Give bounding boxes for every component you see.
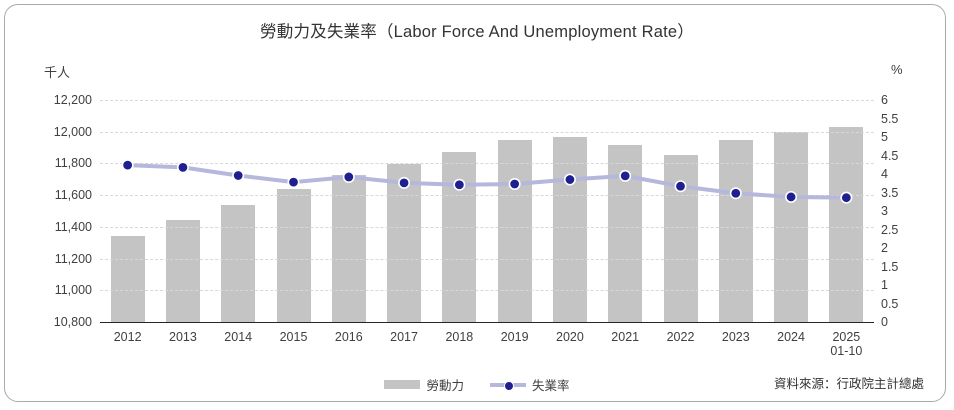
right-axis-unit-label: %	[891, 62, 903, 77]
line-marker-2016	[342, 170, 355, 183]
x-axis-label-2012: 2012	[113, 330, 142, 344]
legend-label-unemployment-rate: 失業率	[532, 379, 570, 393]
bar-2023	[718, 140, 753, 322]
legend-label-labor-force: 勞動力	[426, 379, 464, 393]
legend-item-unemployment-rate: 失業率	[490, 375, 570, 394]
bar-2014	[221, 205, 256, 322]
x-axis-label-2024: 2024	[777, 330, 805, 344]
x-axis-label-2018: 2018	[445, 330, 474, 344]
line-marker-2025	[840, 191, 853, 204]
line-marker-2014	[232, 169, 245, 182]
gridline-11000	[100, 290, 874, 292]
x-axis-label-2015: 2015	[279, 330, 308, 344]
x-axis-label-2013: 2013	[169, 330, 197, 344]
right-axis-tick-label: 2.5	[881, 222, 899, 237]
bar-swatch-icon	[384, 380, 421, 389]
x-axis-label-2014: 2014	[224, 330, 253, 344]
right-axis-tick-label: 1.5	[881, 259, 899, 274]
right-axis-tick-label: 0	[881, 315, 888, 329]
left-axis-tick-label: 12,200	[53, 93, 92, 107]
x-axis-label-2021: 2021	[611, 330, 640, 344]
right-axis-tick-label: 4.5	[881, 148, 899, 163]
x-axis-label-2023: 2023	[721, 330, 750, 344]
line-marker-2021	[619, 169, 632, 182]
bar-2019	[497, 140, 532, 322]
bar-2012	[110, 236, 145, 322]
line-marker-2019	[508, 177, 521, 190]
x-axis-label-2022: 2022	[666, 330, 695, 344]
line-marker-2020	[563, 173, 576, 186]
left-axis-tick-label: 11,000	[54, 283, 92, 298]
bar-2013	[165, 219, 200, 322]
right-axis-tick-label: 5.5	[881, 111, 899, 126]
gridline-12000	[100, 131, 874, 133]
x-axis-label-2019: 2019	[500, 330, 529, 344]
right-axis-tick-label: 1	[881, 278, 888, 292]
plot-area	[100, 100, 874, 323]
legend: 勞動力 失業率	[0, 375, 954, 394]
left-axis-tick-label: 12,000	[53, 124, 92, 139]
bar-2016	[331, 175, 366, 322]
bar-2015	[276, 189, 311, 322]
left-axis-tick-label: 11,600	[54, 188, 92, 203]
right-axis-tick-label: 3	[881, 204, 888, 218]
right-axis-tick-label: 4	[881, 167, 888, 181]
legend-item-labor-force: 勞動力	[384, 375, 464, 394]
unemployment-rate-line-layer	[121, 159, 853, 204]
gridline-11600	[100, 195, 874, 197]
line-marker-2023	[729, 187, 742, 200]
right-axis-tick-label: 2	[881, 241, 888, 255]
x-axis-label-2020: 2020	[556, 330, 584, 344]
left-axis-tick-label: 11,800	[54, 156, 92, 171]
x-axis-label-2016: 2016	[334, 330, 363, 344]
gridline-12200	[100, 100, 874, 101]
line-marker-2017	[398, 176, 411, 189]
chart-title: 勞動力及失業率（Labor Force And Unemployment Rat…	[260, 23, 694, 41]
x-axis-label-2017: 2017	[390, 330, 418, 344]
left-axis-unit-label: 千人	[44, 65, 71, 80]
bar-2025	[829, 126, 864, 322]
line-marker-2024	[785, 190, 798, 203]
unemployment-rate-line	[125, 163, 849, 200]
x-axis-label-2025: 2025 01-10	[830, 330, 863, 358]
line-marker-2015	[287, 176, 300, 189]
right-axis-tick-label: 3.5	[881, 185, 899, 200]
right-axis-tick-label: 0.5	[881, 296, 899, 311]
line-swatch-icon	[490, 379, 526, 391]
right-axis-tick-label: 6	[881, 93, 888, 107]
bar-2017	[387, 164, 422, 322]
left-axis-tick-label: 10,800	[53, 315, 92, 329]
line-marker-2012	[121, 159, 134, 172]
line-marker-2022	[674, 180, 687, 193]
gridline-11200	[100, 258, 874, 260]
source-note: 資料來源：行政院主計總處	[773, 377, 924, 391]
gridline-11400	[100, 226, 874, 228]
left-axis-tick-label: 11,200	[54, 251, 92, 266]
right-axis-tick-label: 5	[881, 130, 888, 144]
left-axis-tick-label: 11,400	[54, 219, 92, 234]
line-marker-2018	[453, 178, 466, 191]
line-marker-2013	[176, 161, 189, 174]
gridline-11800	[100, 163, 874, 165]
